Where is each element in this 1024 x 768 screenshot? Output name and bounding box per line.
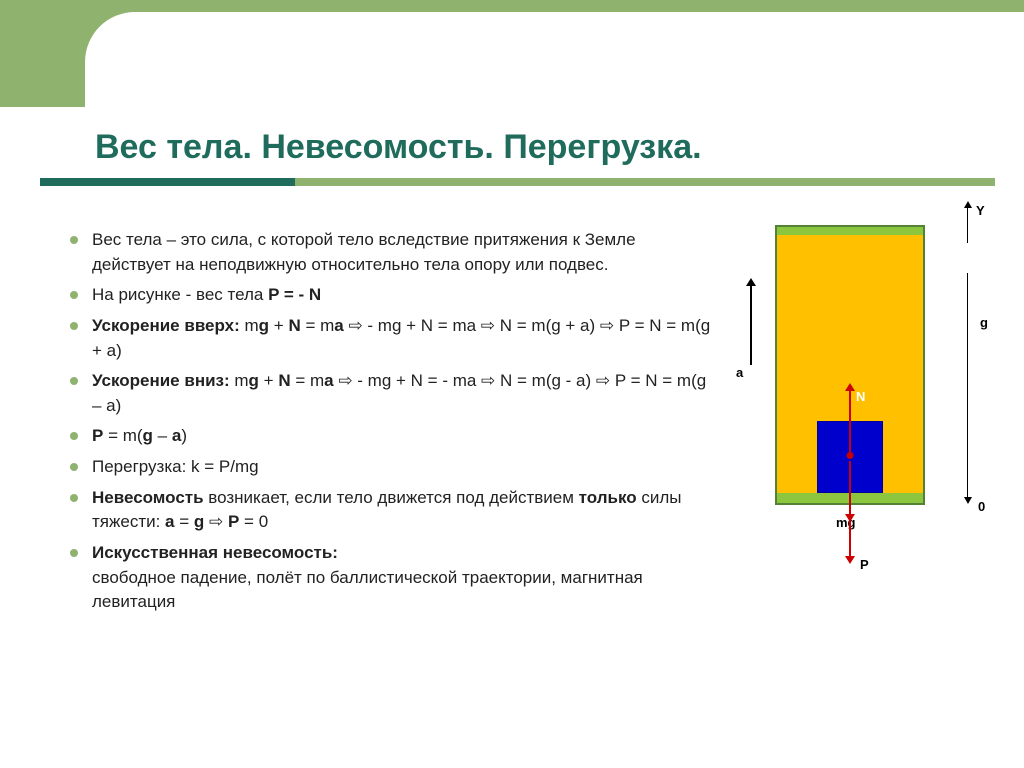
- label-zero: 0: [978, 499, 985, 514]
- bullet-text: ): [181, 426, 187, 445]
- bullet-item: Ускорение вверх: mg + N = ma ⇨ - mg + N …: [64, 314, 714, 363]
- slide-title: Вес тела. Невесомость. Перегрузка.: [95, 128, 702, 167]
- bullet-item: P = m(g – a): [64, 424, 714, 449]
- label-n: N: [856, 389, 865, 404]
- bullet-item: На рисунке - вес тела P = - N: [64, 283, 714, 308]
- bullet-text-bold: Невесомость: [92, 488, 204, 507]
- bullet-text-bold: P: [228, 512, 239, 531]
- bullet-text: m: [230, 371, 249, 390]
- bullet-text: = m(: [103, 426, 142, 445]
- bullet-text-bold: Ускорение вверх:: [92, 316, 240, 335]
- bullet-text: Вес тела – это сила, с которой тело всле…: [92, 230, 636, 274]
- bullet-text: = m: [301, 316, 335, 335]
- frame-corner-curve: [85, 0, 135, 107]
- label-g: g: [980, 315, 988, 330]
- bullet-text-bold: g: [194, 512, 204, 531]
- arrow-y: [967, 207, 968, 243]
- bullet-text-bold: N: [288, 316, 300, 335]
- label-a: a: [736, 365, 743, 380]
- bullet-item: Искусственная невесомость: свободное пад…: [64, 541, 714, 615]
- bullet-text-bold: g: [259, 316, 269, 335]
- bullet-text: +: [269, 316, 288, 335]
- bullet-text-bold: Искусственная невесомость:: [92, 543, 338, 562]
- bullet-text: +: [259, 371, 278, 390]
- bullet-text: ⇨: [204, 512, 228, 531]
- bullet-text-bold: только: [579, 488, 637, 507]
- bullet-text-bold: g: [249, 371, 259, 390]
- arrow-g: [967, 273, 968, 498]
- bullet-list: Вес тела – это сила, с которой тело всле…: [64, 228, 714, 621]
- bullet-text-bold: a: [172, 426, 181, 445]
- bullet-text: возникает, если тело движется под действ…: [204, 488, 579, 507]
- bullet-item: Невесомость возникает, если тело движетс…: [64, 486, 714, 535]
- bullet-item: Перегрузка: k = P/mg: [64, 455, 714, 480]
- title-underline-dark: [40, 178, 295, 186]
- bullet-text-bold: N: [278, 371, 290, 390]
- bullet-item: Вес тела – это сила, с которой тело всле…: [64, 228, 714, 277]
- title-underline-light: [295, 178, 995, 186]
- bullet-text: = 0: [239, 512, 268, 531]
- bullet-text-bold: P = - N: [268, 285, 321, 304]
- center-dot: [847, 452, 854, 459]
- bullet-text: На рисунке - вес тела: [92, 285, 268, 304]
- arrow-a: [750, 285, 752, 365]
- bullet-text: m: [240, 316, 259, 335]
- label-y: Y: [976, 203, 985, 218]
- elevator-strip-top: [777, 227, 923, 235]
- label-p: P: [860, 557, 869, 572]
- bullet-text-bold: g: [143, 426, 153, 445]
- frame-top-strip: [0, 0, 1024, 12]
- arrow-n: [849, 390, 851, 456]
- bullet-text: –: [153, 426, 172, 445]
- bullet-text: Перегрузка: k = P/mg: [92, 457, 259, 476]
- bullet-item: Ускорение вниз: mg + N = ma ⇨ - mg + N =…: [64, 369, 714, 418]
- bullet-text: = m: [291, 371, 325, 390]
- bullet-text-bold: a: [324, 371, 333, 390]
- bullet-text-bold: a: [165, 512, 174, 531]
- bullet-text-bold: P: [92, 426, 103, 445]
- arrow-mg: [849, 461, 851, 515]
- elevator-diagram: a N mg P Y g 0: [740, 225, 1000, 565]
- elevator-body: [775, 225, 925, 505]
- bullet-text: свободное падение, полёт по баллистическ…: [92, 568, 643, 612]
- bullet-text-bold: a: [334, 316, 343, 335]
- bullet-text-bold: Ускорение вниз:: [92, 371, 230, 390]
- bullet-text: =: [175, 512, 194, 531]
- frame-header-block: [0, 12, 85, 107]
